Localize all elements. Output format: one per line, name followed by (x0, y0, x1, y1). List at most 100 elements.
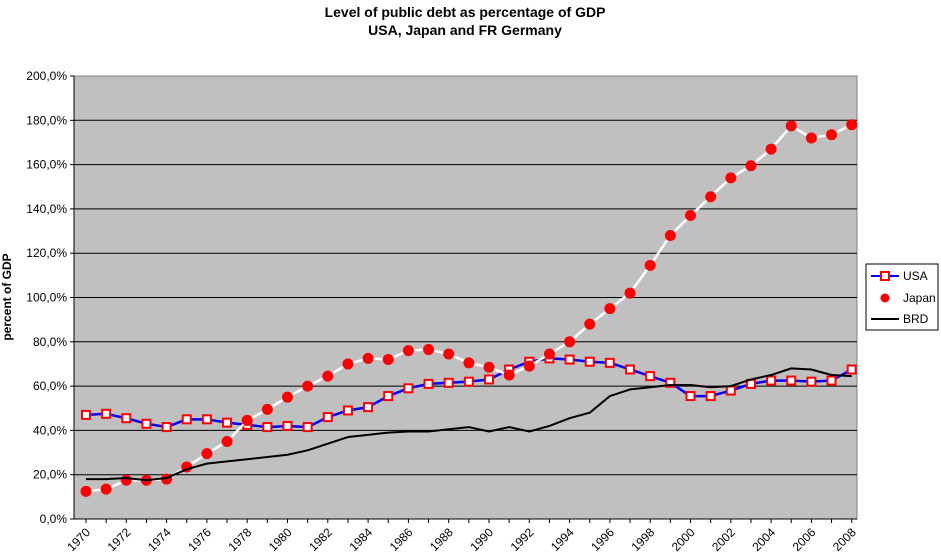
x-tick-label: 1976 (185, 525, 214, 554)
data-point-usa (826, 375, 837, 386)
data-point-japan (503, 369, 515, 381)
data-point-usa (705, 391, 716, 402)
data-point-japan (282, 391, 293, 403)
data-point-japan (765, 143, 777, 155)
chart-subtitle: USA, Japan and FR Germany (368, 22, 562, 38)
data-point-usa (342, 405, 353, 416)
y-tick-label: 0,0% (40, 512, 68, 526)
x-tick-label: 2000 (669, 525, 698, 554)
data-point-usa (363, 402, 374, 413)
y-tick-label: 40,0% (33, 423, 67, 437)
y-tick-label: 100,0% (26, 291, 67, 305)
data-point-japan (543, 348, 555, 360)
data-point-japan (785, 120, 797, 132)
series (80, 119, 858, 497)
legend-label-japan: Japan (903, 291, 936, 305)
data-point-usa (766, 375, 777, 386)
data-point-japan (100, 483, 112, 495)
data-point-usa (201, 414, 212, 425)
x-tick-label: 1998 (629, 525, 658, 554)
x-tick-label: 1996 (588, 525, 617, 554)
legend-label-usa: USA (903, 269, 928, 283)
x-tick-label: 2006 (790, 525, 819, 554)
data-point-japan (382, 354, 394, 366)
data-point-usa (604, 357, 615, 368)
y-tick-label: 120,0% (26, 246, 67, 260)
x-tick-label: 1988 (427, 525, 456, 554)
legend-entry-usa: USA (871, 269, 928, 283)
x-tick-label: 1984 (346, 525, 375, 554)
data-point-japan (402, 345, 414, 357)
x-tick-label: 1982 (306, 525, 335, 554)
data-point-usa (564, 354, 575, 365)
data-point-usa (846, 364, 857, 375)
data-point-japan (745, 160, 757, 172)
data-point-usa (725, 385, 736, 396)
y-axis-title: percent of GDP (0, 253, 14, 340)
y-tick-label: 20,0% (33, 468, 67, 482)
data-point-japan (483, 361, 495, 373)
data-point-japan (584, 318, 596, 330)
data-point-japan (241, 414, 253, 426)
data-point-usa (262, 422, 273, 433)
data-point-usa (322, 412, 333, 423)
x-tick-label: 1970 (64, 525, 93, 554)
y-tick-label: 60,0% (33, 379, 67, 393)
data-point-japan (302, 380, 314, 392)
data-point-usa (685, 391, 696, 402)
data-point-usa (443, 377, 454, 388)
data-point-japan (342, 358, 354, 370)
data-point-usa (282, 420, 293, 431)
data-point-japan (463, 357, 475, 369)
series-brd (86, 367, 852, 482)
data-point-usa (81, 409, 91, 420)
data-point-japan (664, 229, 676, 241)
data-point-japan (604, 303, 616, 315)
data-point-usa (484, 374, 494, 385)
data-point-japan (443, 348, 455, 360)
data-point-usa (181, 414, 192, 425)
x-tick-label: 1986 (387, 525, 416, 554)
data-point-usa (423, 378, 434, 389)
x-tick-label: 1978 (226, 525, 255, 554)
data-point-usa (786, 375, 797, 386)
data-point-usa (383, 391, 394, 402)
legend-marker-usa (880, 271, 890, 281)
x-axis: 1970 1972 1974 1976 1978 1980 1982 1984 1986 1988… (64, 518, 859, 554)
series-japan (80, 119, 858, 497)
data-point-usa (222, 417, 233, 428)
data-point-usa (645, 371, 656, 382)
x-tick-label: 2004 (749, 525, 778, 554)
y-tick-label: 200,0% (26, 69, 67, 83)
x-tick-label: 1990 (467, 525, 496, 554)
data-point-usa (584, 356, 595, 367)
y-tick-label: 80,0% (33, 335, 67, 349)
data-point-usa (625, 364, 636, 375)
data-point-usa (806, 376, 817, 387)
x-tick-label: 1980 (266, 525, 295, 554)
x-tick-label: 2008 (830, 525, 859, 554)
legend-entry-japan: Japan (880, 291, 936, 305)
gridlines (74, 119, 857, 476)
data-point-japan (423, 344, 435, 356)
data-point-usa (121, 413, 132, 424)
x-tick-label: 1992 (508, 525, 537, 554)
data-point-japan (826, 129, 838, 141)
data-point-usa (141, 418, 152, 429)
x-tick-label: 2002 (709, 525, 738, 554)
data-point-japan (201, 448, 213, 460)
data-point-japan (80, 485, 92, 497)
legend-label-brd: BRD (903, 312, 929, 326)
data-point-japan (725, 172, 737, 184)
x-tick-label: 1974 (145, 525, 174, 554)
data-point-japan (705, 191, 717, 203)
data-point-japan (685, 210, 696, 222)
x-tick-label: 1972 (105, 525, 134, 554)
data-point-japan (805, 132, 817, 144)
legend-marker-japan (880, 293, 890, 303)
data-point-japan (120, 474, 132, 486)
y-axis: 0,0% 20,0% 40,0% 60,0% 80,0% 100,0% 120,0% 140,… (26, 69, 75, 526)
data-point-usa (463, 376, 474, 387)
chart-title: Level of public debt as percentage of GD… (325, 4, 606, 20)
